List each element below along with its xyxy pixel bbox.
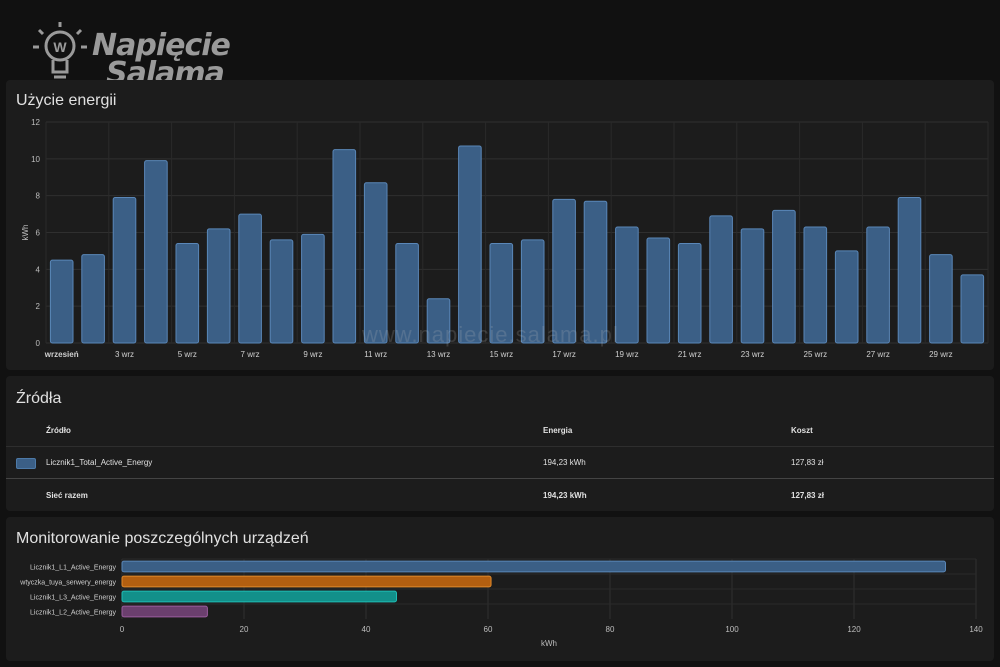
energy-bar (897, 197, 922, 344)
energy-bar (301, 233, 325, 344)
x-tick-label: 9 wrz (303, 350, 322, 359)
device-bar (121, 575, 492, 588)
x-tick-label: 80 (606, 625, 615, 634)
x-tick-label: 60 (484, 625, 493, 634)
energy-bar (615, 226, 639, 344)
devices-card: Monitorowanie poszczególnych urządzeń 0 2… (6, 517, 994, 661)
source-energy: 194,23 kWh (543, 458, 586, 467)
device-bar (121, 560, 946, 573)
x-tick-label: 21 wrz (678, 350, 702, 359)
source-color-swatch (16, 458, 36, 469)
energy-bar (238, 213, 262, 344)
total-energy: 194,23 kWh (543, 491, 587, 500)
energy-bar (772, 209, 796, 344)
energy-bar (866, 226, 890, 344)
energy-bar (458, 145, 482, 344)
y-tick-label: 6 (36, 229, 41, 238)
energy-bar (520, 239, 545, 344)
y-tick-label: 10 (31, 155, 40, 164)
x-tick-label: 7 wrz (241, 350, 260, 359)
total-name: Sieć razem (46, 491, 88, 500)
device-bar (121, 590, 397, 603)
device-label: wtyczka_tuya_serwery_energy (19, 580, 116, 587)
svg-text:W: W (53, 39, 67, 55)
x-tick-label: 13 wrz (427, 350, 451, 359)
device-bar (121, 605, 208, 618)
energy-bar (960, 274, 985, 344)
source-cost: 127,83 zł (791, 458, 824, 467)
sources-title: Źródła (16, 390, 62, 407)
x-tick-label: 23 wrz (741, 350, 765, 359)
x-tick-label: 0 (120, 625, 125, 634)
y-tick-label: 12 (31, 118, 40, 127)
divider (6, 478, 994, 479)
energy-bar (552, 198, 576, 344)
sources-card: Źródła Źródło Energia Koszt Licznik1_Tot… (6, 376, 994, 511)
x-tick-label: 19 wrz (615, 350, 639, 359)
energy-bar (395, 243, 419, 344)
energy-bar (206, 228, 231, 344)
energy-bar (834, 250, 859, 344)
y-tick-label: 2 (36, 302, 41, 311)
x-tick-label: 27 wrz (866, 350, 890, 359)
energy-usage-card: Użycie energii 0 2 4 6 8 10 12 kWh wrzesień 3 wrz… (6, 80, 994, 370)
x-tick-label: 17 wrz (552, 350, 576, 359)
device-label: Licznik1_L3_Active_Energy (30, 595, 116, 602)
device-label: Licznik1_L2_Active_Energy (30, 610, 116, 617)
devices-chart: 0 20 40 60 80 100 120 140 kWh Licznik1_L1_Active_… (19, 558, 983, 648)
devices-title: Monitorowanie poszczególnych urządzeń (16, 530, 309, 547)
x-tick-label: 140 (969, 625, 983, 634)
header-cost: Koszt (791, 426, 813, 435)
x-tick-label: 29 wrz (929, 350, 953, 359)
y-tick-label: 4 (36, 265, 41, 274)
y-tick-label: 8 (36, 192, 41, 201)
logo-line-1: Napięcie (92, 28, 231, 63)
header-source: Źródło (46, 426, 71, 435)
y-tick-label: 0 (36, 339, 41, 348)
device-label: Licznik1_L1_Active_Energy (30, 565, 116, 572)
energy-bar (332, 149, 357, 344)
x-tick-label: 100 (725, 625, 739, 634)
x-axis-label: kWh (541, 639, 557, 648)
x-tick-label: 3 wrz (115, 350, 134, 359)
divider (6, 446, 994, 447)
energy-bar (175, 243, 200, 344)
total-cost: 127,83 zł (791, 491, 824, 500)
energy-bar (144, 160, 168, 344)
energy-usage-chart: 0 2 4 6 8 10 12 kWh wrzesień 3 wrz 5 wrz 7 wrz 9 wrz… (21, 118, 989, 359)
x-tick-label: 120 (847, 625, 861, 634)
energy-bar (740, 228, 765, 344)
energy-bar (677, 243, 702, 344)
energy-bar (583, 200, 608, 344)
energy-bar (646, 237, 671, 344)
energy-bar (363, 182, 388, 344)
x-tick-label: wrzesień (44, 350, 79, 359)
lightbulb-icon: W (33, 22, 87, 84)
energy-bar (709, 215, 733, 344)
x-tick-label: 20 (240, 625, 249, 634)
y-axis-label: kWh (21, 225, 30, 241)
x-tick-label: 15 wrz (490, 350, 514, 359)
energy-bar (929, 254, 953, 344)
x-tick-label: 25 wrz (804, 350, 828, 359)
energy-bar (269, 239, 294, 344)
energy-bar (112, 197, 137, 344)
x-tick-label: 5 wrz (178, 350, 197, 359)
energy-bar (81, 254, 105, 344)
energy-bar (49, 259, 74, 344)
watermark: www.napiecie.salama.pl (362, 322, 619, 347)
source-name: Licznik1_Total_Active_Energy (46, 458, 153, 467)
x-tick-label: 11 wrz (364, 350, 387, 359)
header-energy: Energia (543, 426, 573, 435)
energy-bar (489, 243, 514, 344)
energy-usage-title: Użycie energii (16, 92, 117, 109)
energy-bar (803, 226, 828, 344)
x-tick-label: 40 (362, 625, 371, 634)
energy-bar (426, 298, 451, 344)
